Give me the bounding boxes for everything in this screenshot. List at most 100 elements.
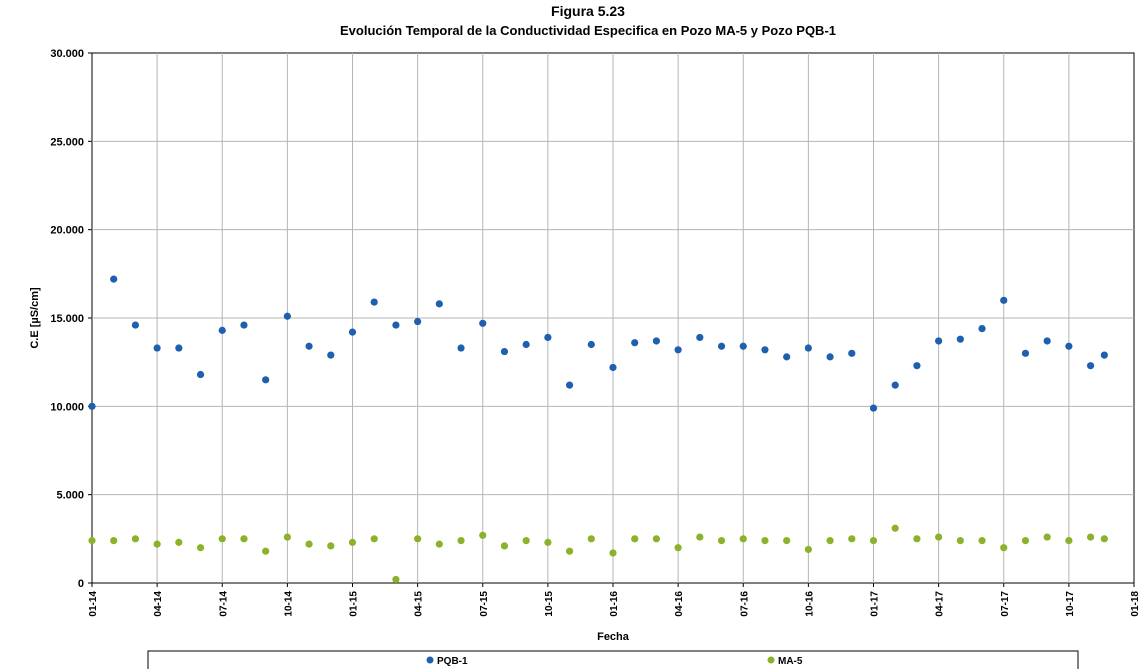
data-point-ma-5	[370, 535, 378, 543]
data-point-pqb-1	[935, 337, 943, 345]
x-tick-label: 07-17	[1000, 591, 1011, 617]
data-point-ma-5	[544, 538, 552, 546]
data-point-pqb-1	[327, 351, 335, 359]
data-point-ma-5	[696, 533, 704, 541]
data-point-ma-5	[327, 542, 335, 550]
data-point-ma-5	[218, 535, 226, 543]
data-point-pqb-1	[652, 337, 661, 345]
x-tick-label: 04-16	[674, 591, 685, 617]
x-tick-label: 04-17	[935, 591, 946, 617]
data-point-pqb-1	[392, 321, 400, 329]
data-point-pqb-1	[869, 404, 878, 412]
data-point-pqb-1	[479, 319, 487, 327]
data-point-ma-5	[88, 537, 96, 545]
data-point-ma-5	[631, 535, 639, 543]
data-point-pqb-1	[544, 333, 552, 342]
data-point-ma-5	[565, 547, 574, 555]
data-point-pqb-1	[305, 342, 313, 350]
x-tick-label: 01-14	[88, 591, 99, 617]
data-point-pqb-1	[457, 344, 465, 352]
data-point-ma-5	[348, 538, 357, 546]
data-point-pqb-1	[587, 340, 595, 349]
legend: PQB-1 MA-5	[147, 650, 1079, 669]
x-tick-label: 07-14	[218, 591, 229, 617]
data-point-ma-5	[435, 540, 443, 548]
data-point-ma-5	[1043, 533, 1051, 541]
chart-subtitle: Evolución Temporal de la Conductividad E…	[340, 23, 836, 38]
data-point-ma-5	[869, 537, 878, 545]
data-point-pqb-1	[674, 346, 682, 354]
data-point-pqb-1	[500, 347, 509, 356]
data-point-pqb-1	[196, 370, 205, 379]
data-point-pqb-1	[218, 326, 226, 334]
data-point-ma-5	[500, 542, 509, 550]
data-point-pqb-1	[891, 381, 899, 389]
data-point-ma-5	[110, 537, 118, 545]
data-point-pqb-1	[522, 340, 530, 349]
data-point-pqb-1	[1000, 296, 1008, 304]
data-point-ma-5	[262, 547, 270, 555]
data-point-pqb-1	[435, 300, 443, 308]
data-point-ma-5	[1100, 535, 1108, 543]
x-tick-label: 01-16	[609, 591, 620, 617]
data-point-pqb-1	[804, 344, 812, 352]
data-point-ma-5	[1086, 533, 1095, 541]
data-point-pqb-1	[609, 363, 617, 372]
data-point-ma-5	[935, 533, 943, 541]
data-point-ma-5	[283, 533, 291, 541]
x-tick-label: 04-14	[153, 591, 164, 617]
data-point-pqb-1	[696, 333, 704, 342]
data-point-ma-5	[609, 549, 617, 557]
x-tick-label: 01-15	[349, 591, 360, 617]
data-point-pqb-1	[1065, 342, 1073, 350]
legend-marker-pqb-1	[426, 656, 434, 664]
legend-label-ma-5: MA-5	[778, 656, 803, 667]
data-point-ma-5	[305, 540, 313, 548]
data-point-ma-5	[1065, 537, 1073, 545]
legend-box	[147, 650, 1079, 669]
data-point-pqb-1	[783, 353, 791, 361]
y-tick-label: 25.000	[50, 136, 84, 148]
data-point-pqb-1	[848, 349, 856, 357]
data-point-ma-5	[392, 575, 400, 584]
data-point-pqb-1	[153, 344, 161, 352]
y-axis-ticks: 0 5.000 10.000 15.000 20.000 25.000 30.000	[50, 48, 92, 590]
y-tick-label: 5.000	[56, 490, 84, 502]
data-point-pqb-1	[240, 321, 248, 329]
x-tick-label: 10-16	[804, 591, 815, 617]
data-points	[88, 275, 1108, 584]
data-point-ma-5	[175, 538, 183, 546]
data-point-ma-5	[131, 535, 140, 543]
data-point-ma-5	[739, 535, 747, 543]
chart-title: Figura 5.23	[551, 3, 625, 19]
legend-label-pqb-1: PQB-1	[437, 656, 468, 667]
data-point-ma-5	[153, 540, 161, 548]
data-point-ma-5	[717, 537, 726, 545]
data-point-ma-5	[761, 537, 769, 545]
legend-marker-ma-5	[767, 656, 775, 664]
data-point-ma-5	[1021, 537, 1030, 545]
x-axis-ticks: 01-14 04-14 07-14 10-14 01-15 04-15 07-15 10-15…	[88, 583, 1141, 617]
data-point-pqb-1	[826, 353, 834, 361]
data-point-ma-5	[891, 524, 899, 532]
data-point-ma-5	[196, 544, 205, 552]
data-point-pqb-1	[565, 381, 574, 389]
data-point-ma-5	[587, 535, 595, 543]
data-point-ma-5	[826, 537, 834, 545]
data-point-pqb-1	[978, 325, 986, 333]
data-point-pqb-1	[717, 342, 726, 350]
x-tick-label: 10-17	[1065, 591, 1076, 617]
data-point-pqb-1	[761, 346, 769, 354]
x-tick-label: 01-17	[870, 591, 881, 617]
y-tick-label: 15.000	[50, 313, 84, 325]
data-point-ma-5	[848, 535, 856, 543]
data-point-pqb-1	[110, 275, 118, 283]
x-tick-label: 10-15	[544, 591, 555, 617]
data-point-pqb-1	[414, 317, 422, 326]
data-point-ma-5	[1000, 544, 1008, 552]
x-tick-label: 07-15	[479, 591, 490, 617]
x-tick-label: 01-18	[1130, 591, 1141, 617]
data-point-ma-5	[804, 545, 812, 554]
data-point-ma-5	[522, 537, 530, 545]
data-point-ma-5	[240, 535, 248, 543]
